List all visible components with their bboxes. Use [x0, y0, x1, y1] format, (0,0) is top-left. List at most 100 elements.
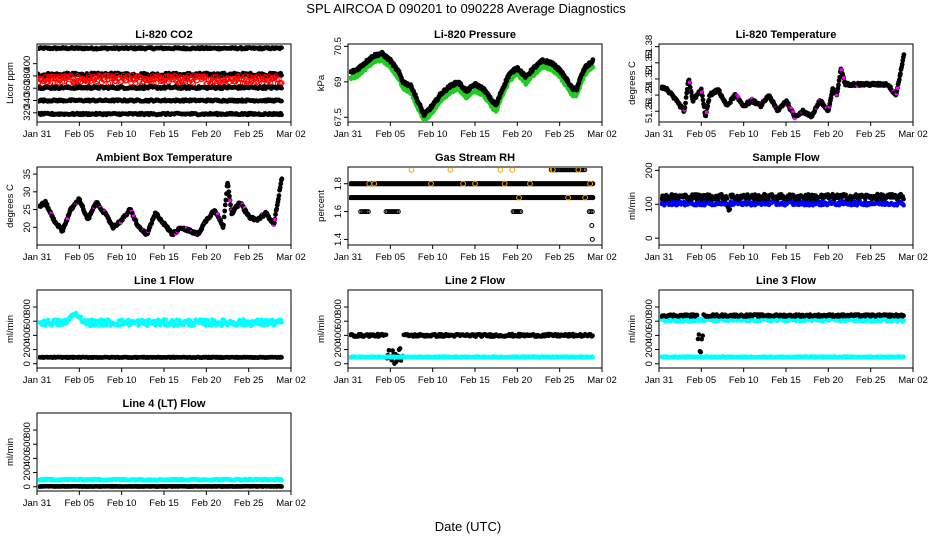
data-point [228, 198, 232, 203]
x-tick-label: Feb 05 [376, 252, 406, 263]
x-tick-label: Feb 20 [192, 252, 222, 263]
y-axis-label: degrees C [5, 184, 16, 228]
x-tick-label: Jan 31 [23, 129, 52, 140]
data-point [901, 202, 906, 208]
data-point [835, 93, 839, 97]
y-tick-label: 1.8 [333, 177, 344, 190]
y-tick-label: 400 [22, 56, 33, 72]
data-point [222, 208, 228, 214]
data-point [86, 74, 93, 81]
data-point [38, 75, 41, 82]
x-tick-label: Feb 15 [771, 252, 801, 263]
y-tick-label: 380 [22, 68, 33, 84]
data-point [223, 197, 229, 203]
data-point [460, 180, 467, 187]
data-point [513, 209, 519, 215]
data-point [276, 193, 282, 199]
x-tick-label: Feb 05 [376, 129, 406, 140]
data-point [700, 90, 704, 94]
x-tick-label: Feb 10 [418, 129, 448, 140]
x-tick-label: Feb 10 [107, 252, 137, 263]
data-point [279, 112, 284, 118]
data-point [279, 98, 284, 104]
data-point [273, 212, 278, 218]
data-point [225, 183, 231, 189]
data-point [688, 89, 694, 95]
panel-title: Li-820 CO2 [135, 29, 192, 41]
x-tick-label: Feb 20 [814, 252, 844, 263]
x-tick-label: Feb 05 [65, 252, 95, 263]
x-tick-label: Feb 10 [729, 129, 759, 140]
y-tick-label: 51.38 [644, 35, 655, 59]
data-point [570, 168, 575, 173]
data-point [392, 209, 398, 215]
data-point [899, 61, 905, 67]
y-tick-label: 51.35 [644, 51, 655, 75]
y-tick-label: 70.5 [333, 37, 344, 56]
x-tick-label: Feb 05 [687, 252, 717, 263]
data-point [590, 181, 596, 187]
data-point [170, 76, 177, 83]
x-tick-label: Mar 02 [276, 252, 306, 263]
data-point [408, 168, 415, 173]
y-tick-label: 35 [22, 169, 33, 180]
data-point [279, 85, 284, 91]
y-tick-label: 1.4 [333, 233, 344, 246]
data-point [222, 202, 228, 208]
data-point [501, 180, 508, 187]
data-point [279, 176, 285, 182]
data-point [221, 222, 226, 228]
y-tick-label: 320 [22, 105, 33, 121]
x-tick-label: Feb 25 [856, 129, 886, 140]
data-point [700, 97, 706, 103]
x-tick-label: Feb 10 [107, 129, 137, 140]
data-point [863, 196, 868, 201]
data-point [683, 95, 689, 100]
y-tick-label: 0 [644, 236, 655, 241]
y-tick-label: 1.6 [333, 205, 344, 218]
y-tick-label: 360 [22, 80, 33, 96]
y-tick-label: 69 [333, 77, 344, 88]
x-tick-label: Feb 20 [192, 129, 222, 140]
data-point [202, 73, 209, 80]
x-tick-label: Mar 02 [587, 252, 617, 263]
data-point [272, 220, 277, 226]
data-point [497, 168, 504, 173]
x-tick-label: Jan 31 [23, 252, 52, 263]
x-tick-label: Feb 15 [149, 252, 179, 263]
x-tick-label: Mar 02 [276, 129, 306, 140]
y-axis-label: kPa [316, 74, 327, 91]
x-tick-label: Jan 31 [645, 252, 674, 263]
data-point [68, 74, 75, 81]
data-point [582, 168, 588, 173]
data-point [518, 209, 524, 215]
x-tick-label: Feb 20 [503, 252, 533, 263]
x-tick-label: Feb 15 [771, 129, 801, 140]
data-point [228, 202, 233, 208]
data-point [205, 318, 211, 323]
x-tick-label: Feb 15 [460, 129, 490, 140]
x-tick-label: Feb 10 [418, 252, 448, 263]
data-point [103, 323, 109, 328]
data-point [901, 52, 907, 57]
x-tick-label: Jan 31 [334, 252, 363, 263]
x-tick-label: Feb 20 [814, 129, 844, 140]
x-tick-label: Feb 25 [545, 252, 575, 263]
x-tick-label: Feb 15 [460, 252, 490, 263]
x-tick-label: Mar 02 [898, 129, 928, 140]
data-point [727, 207, 733, 212]
page-title: SPL AIRCOA D 090201 to 090228 Average Di… [306, 1, 626, 16]
data-point [279, 45, 284, 50]
data-point [215, 212, 220, 216]
data-point [447, 168, 454, 173]
y-axis-label: Licor ppm [5, 62, 16, 104]
data-point [273, 217, 277, 222]
data-points [38, 176, 285, 238]
data-point [563, 168, 569, 173]
data-point [705, 103, 711, 109]
data-point [509, 168, 516, 173]
data-point [226, 189, 232, 195]
